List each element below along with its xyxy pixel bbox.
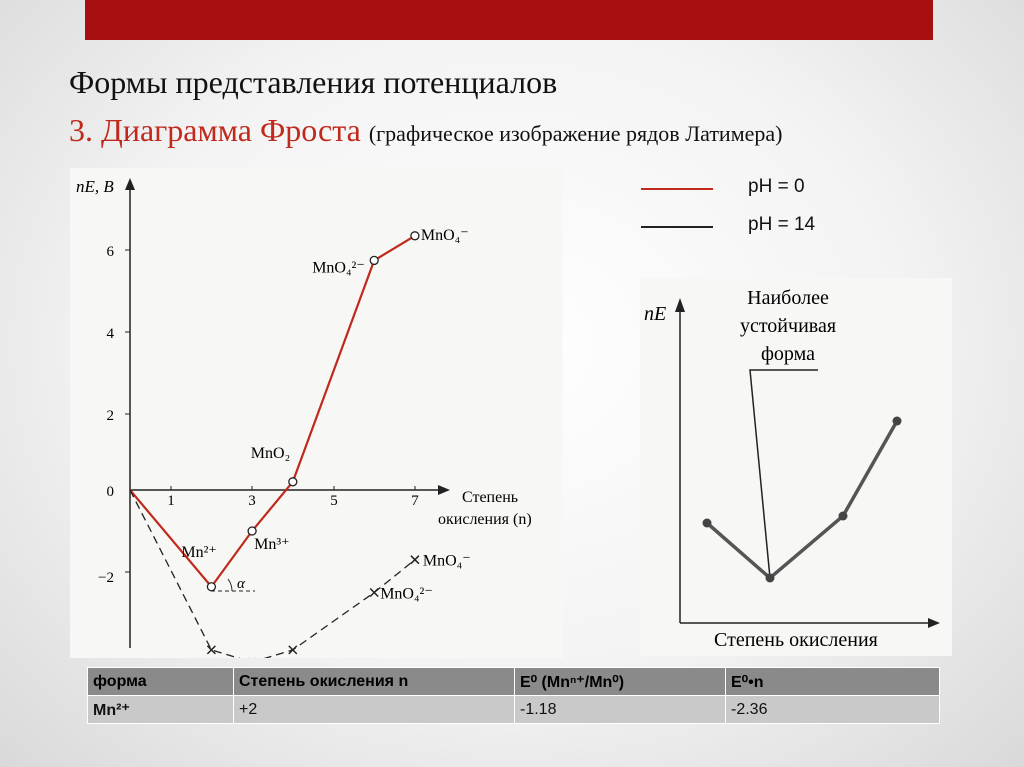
schematic-x-label: Степень окисления <box>714 629 878 651</box>
legend-item-ph0: pH = 0 <box>638 176 858 200</box>
acid-point <box>369 255 379 266</box>
table-cell: -1.18 <box>515 696 725 723</box>
schematic-x-axis <box>680 618 940 628</box>
basic-point-label: MnO₄⁻ <box>423 553 471 570</box>
x-ticks: 1 3 5 7 <box>167 486 419 509</box>
basic-series-line <box>129 489 416 663</box>
acid-point-label: Mn²⁺ <box>181 544 216 561</box>
x-axis-label-line2: окисления (n) <box>438 511 532 528</box>
schematic-point <box>838 511 848 521</box>
subtitle-main: 3. Диаграмма Фроста <box>69 112 361 148</box>
y-tick-2: 2 <box>107 408 115 424</box>
acid-series-points: Mn²⁺ Mn³⁺ MnO₂ MnO₄²⁻ MnO₄⁻ <box>181 227 469 592</box>
basic-point <box>288 645 298 655</box>
y-ticks: 6 4 2 0 −2 <box>98 244 130 586</box>
acid-point <box>206 582 217 592</box>
y-tick-6: 6 <box>107 244 115 260</box>
acid-point <box>410 231 420 241</box>
legend-swatch-ph0 <box>641 188 713 190</box>
table-cell: Mn²⁺ <box>88 696 233 723</box>
acid-point-label: MnO₄²⁻ <box>312 259 365 276</box>
frost-schematic-right: nE Степень окисления Наиболее устойчивая… <box>640 278 952 656</box>
table-header-cell: E⁰•n <box>726 668 939 695</box>
basic-point-label: MnO₄²⁻ <box>380 586 433 603</box>
acid-point-label: Mn³⁺ <box>254 536 289 553</box>
slide-title: Формы представления потенциалов <box>69 64 558 100</box>
schematic-curve <box>705 420 899 581</box>
table-cell: -2.36 <box>726 696 939 723</box>
y-tick-4: 4 <box>107 326 115 342</box>
y-axis <box>125 178 135 648</box>
schematic-y-axis <box>675 298 685 623</box>
schematic-point <box>702 518 712 528</box>
schematic-y-label: nE <box>644 303 666 325</box>
x-tick-7: 7 <box>411 493 419 509</box>
acid-point-label: MnO₂ <box>251 445 290 462</box>
x-tick-5: 5 <box>330 493 338 509</box>
legend-label-ph14: pH = 14 <box>748 214 816 235</box>
annotation-pointer <box>749 369 818 579</box>
acid-point-label: MnO₄⁻ <box>421 227 469 244</box>
subtitle-paren: (графическое изображение рядов Латимера) <box>368 121 783 146</box>
frost-diagram-left: nE, В Степень окисления (n) 6 4 2 0 −2 1… <box>70 168 563 684</box>
table-header-cell: Степень окисления n <box>234 668 514 695</box>
table-header-cell: E⁰ (Mnⁿ⁺/Mn⁰) <box>515 668 725 695</box>
angle-label: α <box>237 576 246 592</box>
table-header-row: форма Степень окисления n E⁰ (Mnⁿ⁺/Mn⁰) … <box>88 668 939 695</box>
legend-swatch-ph14 <box>641 226 713 228</box>
table-row: Mn²⁺ +2 -1.18 -2.36 <box>88 696 939 723</box>
annotation-line3: форма <box>761 343 815 365</box>
basic-point <box>410 555 420 565</box>
slide-subtitle: 3. Диаграмма Фроста (графическое изображ… <box>69 112 782 149</box>
schematic-point <box>765 573 775 583</box>
acid-point <box>247 526 257 536</box>
acid-series-line <box>129 234 416 589</box>
table-header-cell: форма <box>88 668 233 695</box>
x-axis-label-line1: Степень <box>462 489 518 506</box>
x-tick-3: 3 <box>248 493 256 509</box>
y-axis-label: nE, В <box>76 177 114 196</box>
x-tick-1: 1 <box>167 493 175 509</box>
table-cell: +2 <box>234 696 514 723</box>
y-tick-minus2: −2 <box>98 570 114 586</box>
y-tick-0: 0 <box>107 484 115 500</box>
angle-annotation: α <box>211 576 255 592</box>
schematic-point <box>892 416 902 426</box>
basic-point <box>369 587 379 598</box>
basic-point <box>206 645 216 655</box>
potential-table: форма Степень окисления n E⁰ (Mnⁿ⁺/Mn⁰) … <box>87 667 940 724</box>
annotation-line1: Наиболее <box>747 287 829 309</box>
legend: pH = 0 pH = 14 <box>638 170 858 240</box>
acid-point <box>288 477 298 487</box>
top-accent-bar <box>85 0 933 40</box>
legend-item-ph14: pH = 14 <box>638 214 858 238</box>
annotation-line2: устойчивая <box>740 315 836 337</box>
legend-label-ph0: pH = 0 <box>748 176 805 197</box>
